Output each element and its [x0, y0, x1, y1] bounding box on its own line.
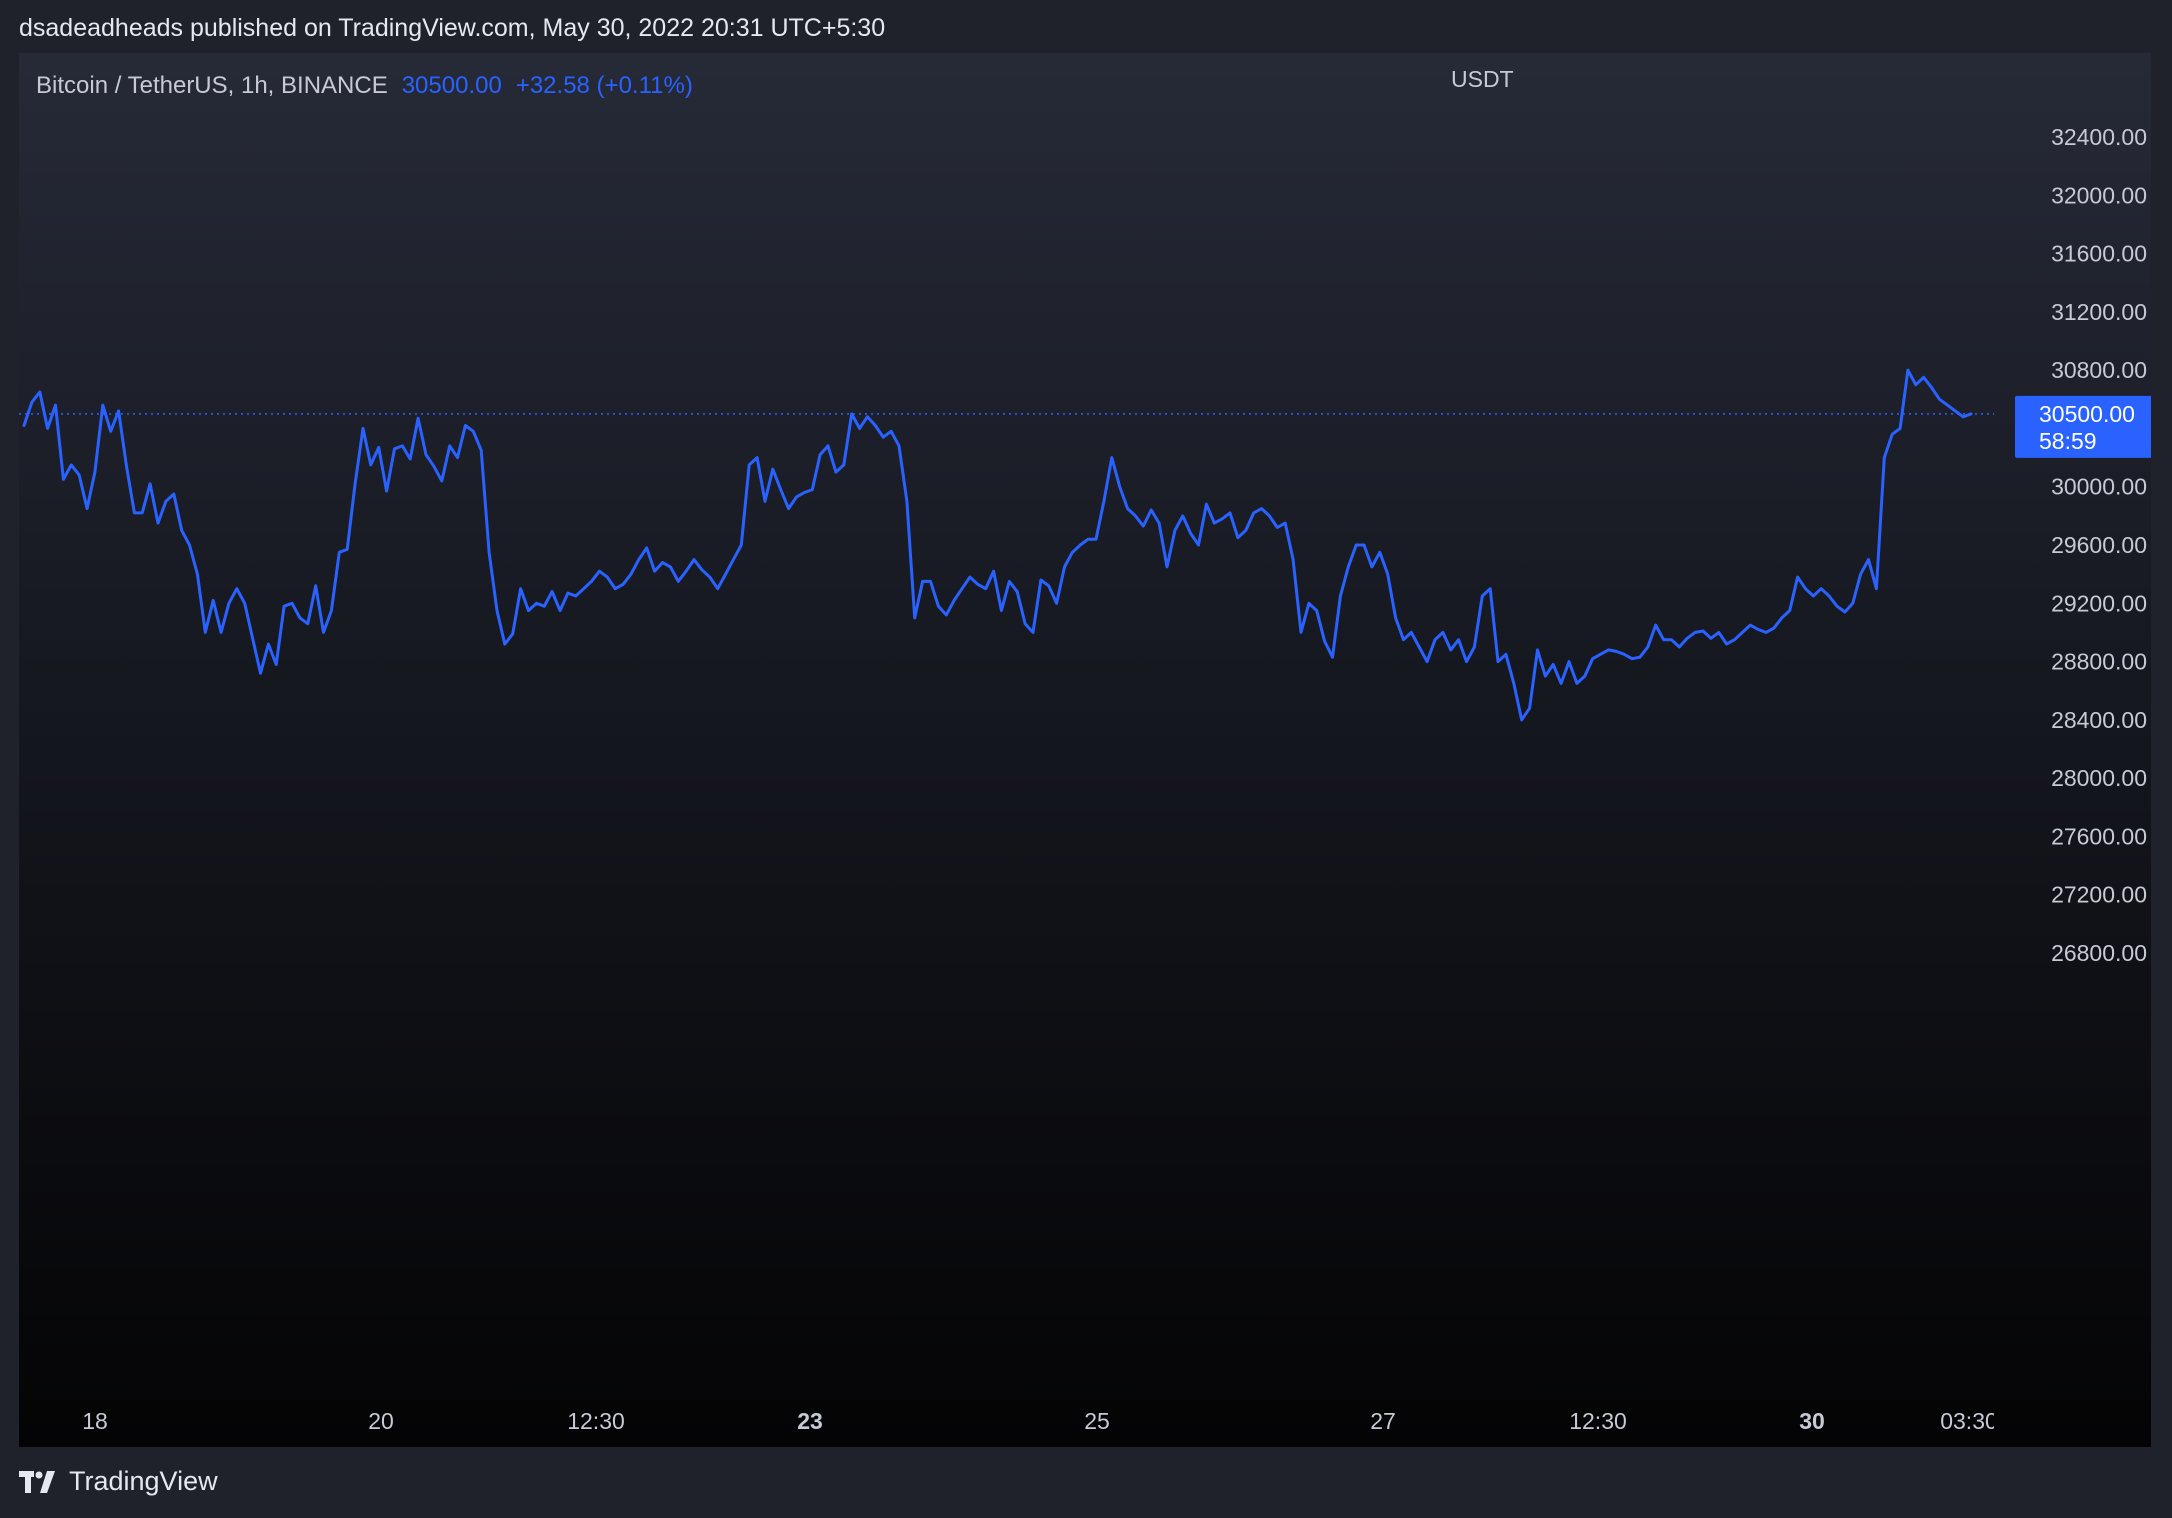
price-chart[interactable]: 32400.00 32000.00 31600.00 31200.00 30800.00… [19, 53, 2151, 1447]
x-tick-label: 25 [1084, 1408, 1110, 1434]
y-tick-label: 27600.00 [2051, 823, 2147, 849]
x-tick-label: 23 [797, 1408, 823, 1434]
tradingview-brand[interactable]: TradingView [19, 1466, 218, 1497]
last-price-badge-value: 30500.00 [2039, 401, 2135, 427]
y-tick-label: 28400.00 [2051, 707, 2147, 733]
y-tick-label: 30800.00 [2051, 357, 2147, 383]
x-tick-label: 12:30 [567, 1408, 625, 1434]
y-tick-label: 30000.00 [2051, 474, 2147, 500]
y-tick-label: 31200.00 [2051, 299, 2147, 325]
y-tick-label: 27200.00 [2051, 882, 2147, 908]
y-tick-label: 32000.00 [2051, 182, 2147, 208]
x-tick-label: 18 [82, 1408, 108, 1434]
currency-label: USDT [1451, 66, 1514, 92]
tradingview-logo-icon [19, 1470, 55, 1493]
y-tick-label: 28000.00 [2051, 765, 2147, 791]
y-tick-label: 26800.00 [2051, 940, 2147, 966]
last-price-countdown: 58:59 [2039, 428, 2097, 454]
y-tick-label: 32400.00 [2051, 124, 2147, 150]
chart-area[interactable]: 32400.00 32000.00 31600.00 31200.00 30800.00… [19, 53, 2151, 1447]
y-tick-label: 29600.00 [2051, 532, 2147, 558]
x-tick-label: 30 [1799, 1408, 1825, 1434]
y-tick-label: 28800.00 [2051, 649, 2147, 675]
legend-change: +32.58 (+0.11%) [515, 72, 693, 99]
y-tick-label: 29200.00 [2051, 590, 2147, 616]
price-series-line [22, 368, 1973, 722]
x-tick-label: 27 [1370, 1408, 1396, 1434]
x-tick-label: 03:30 [1940, 1408, 1998, 1434]
x-tick-label: 20 [368, 1408, 394, 1434]
y-tick-label: 31600.00 [2051, 241, 2147, 267]
legend-symbol: Bitcoin / TetherUS, 1h, BINANCE [36, 72, 388, 99]
x-tick-label: 12:30 [1569, 1408, 1627, 1434]
chart-legend: Bitcoin / TetherUS, 1h, BINANCE 30500.00… [36, 72, 693, 100]
legend-price: 30500.00 [401, 72, 502, 99]
brand-name: TradingView [69, 1466, 218, 1496]
last-price-badge-bg [2015, 395, 2151, 458]
published-info: dsadeadheads published on TradingView.co… [19, 14, 886, 42]
